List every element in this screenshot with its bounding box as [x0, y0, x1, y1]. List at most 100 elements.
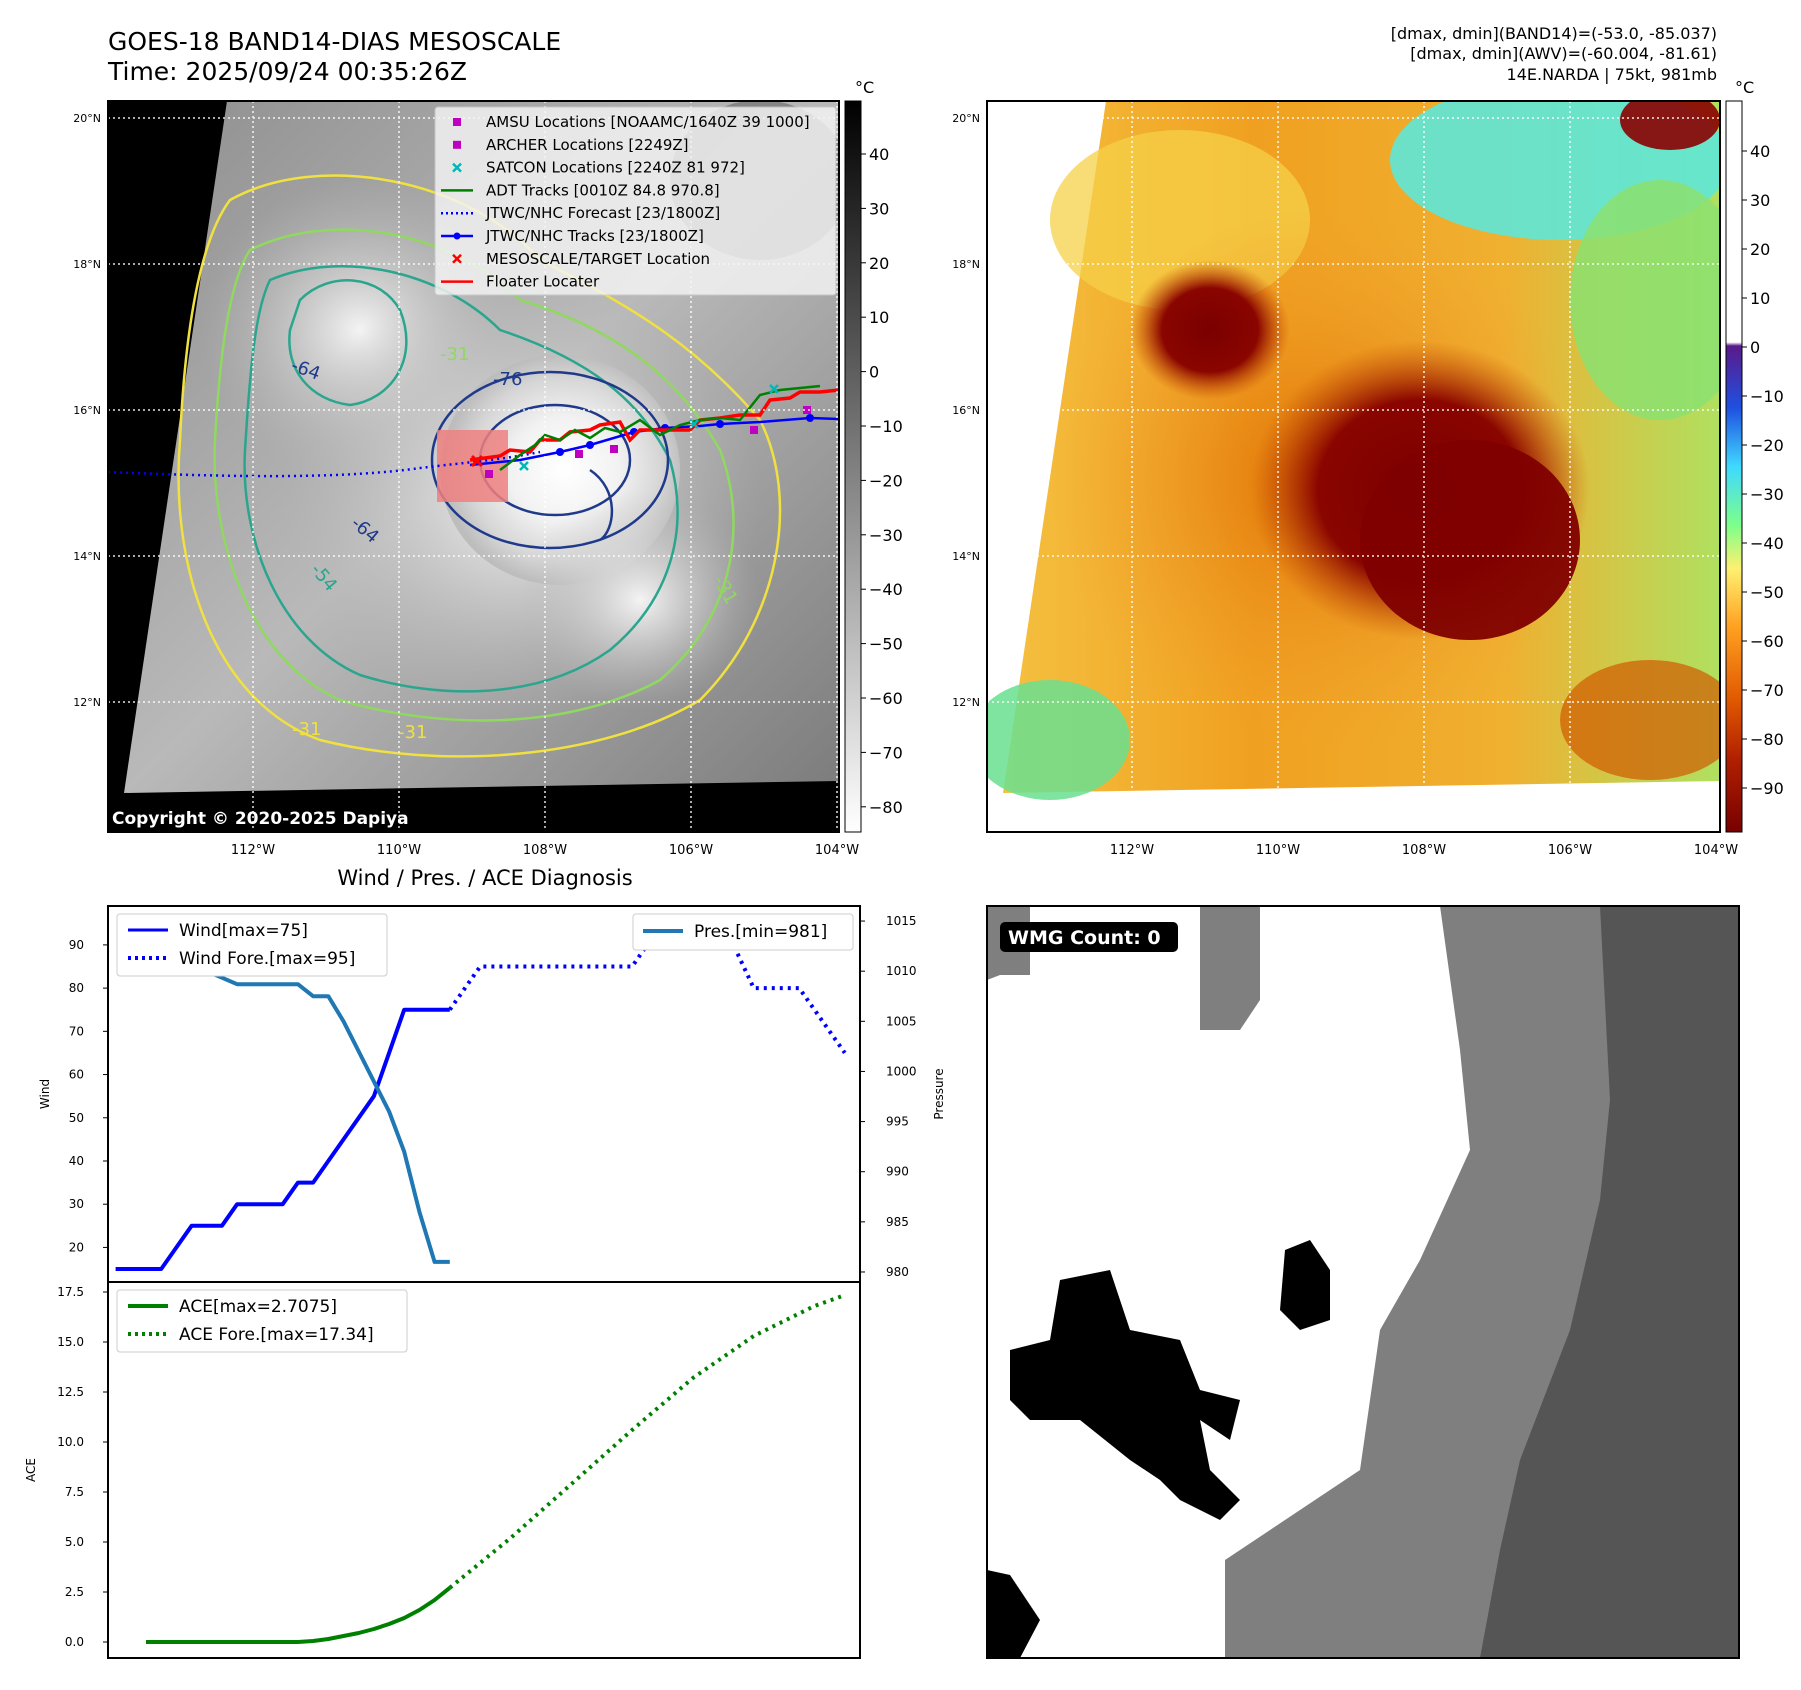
awv-warm-southeast	[1560, 660, 1720, 780]
awv-cb-tick-label: −60	[1750, 632, 1784, 651]
ir-lat-label: 20°N	[73, 112, 101, 125]
wind-y-tick-label: 60	[69, 1068, 84, 1082]
pressure-y-tick-label: 1005	[886, 1014, 917, 1028]
ace-plot-area	[146, 1293, 846, 1644]
ir-lon-label: 106°W	[669, 843, 713, 858]
pressure-y-tick-label: 995	[886, 1115, 909, 1129]
legend-5-dot-icon	[453, 232, 461, 240]
storm-info: 14E.NARDA | 75kt, 981mb	[1507, 65, 1717, 84]
pressure-y-tick-label: 980	[886, 1265, 909, 1279]
awv-colorbar-ramp	[1725, 100, 1743, 833]
awv-lat-label: 18°N	[952, 258, 980, 271]
legend-ace-forecast-label: ACE Fore.[max=17.34]	[179, 1325, 374, 1345]
ace-y-tick-label: 5.0	[65, 1535, 84, 1549]
awv-cb-tick-label: 30	[1750, 191, 1770, 210]
wind-y-tick-label: 30	[69, 1197, 84, 1211]
ir-cb-tick-label: −50	[869, 635, 903, 654]
legend-pressure-label: Pres.[min=981]	[694, 922, 827, 942]
contour-label-31c: -31	[398, 722, 427, 743]
legend-6-x-icon	[452, 253, 462, 264]
wind-y-tick-label: 80	[69, 981, 84, 995]
legend-0-square-icon	[453, 118, 461, 126]
awv-cb-tick-label: −40	[1750, 534, 1784, 553]
awv-green-southwest	[987, 680, 1130, 800]
awv-cb-tick-label: −80	[1750, 730, 1784, 749]
legend-4-label: JTWC/NHC Forecast [23/1800Z]	[485, 204, 720, 222]
ace-y-tick-label: 15.0	[57, 1335, 84, 1349]
ace-legend: ACE[max=2.7075] ACE Fore.[max=17.34]	[116, 1289, 408, 1353]
awv-range: [dmax, dmin](AWV)=(-60.004, -81.61)	[1410, 44, 1717, 63]
pressure-axis-label: Pressure	[932, 1068, 946, 1119]
ace-y-tick-label: 0.0	[65, 1635, 84, 1649]
ir-lon-label: 104°W	[815, 843, 859, 858]
awv-green-east	[1570, 180, 1720, 420]
awv-panel	[986, 100, 1721, 833]
wind-legend: Wind[max=75] Wind Fore.[max=95]	[116, 913, 388, 977]
contour-navy-band	[589, 468, 614, 542]
wind-y-tick-label: 40	[69, 1154, 84, 1168]
legend-3-label: ADT Tracks [0010Z 84.8 970.8]	[486, 181, 720, 199]
legend-6-label: MESOSCALE/TARGET Location	[486, 250, 710, 268]
figure-title: GOES-18 BAND14-DIAS MESOSCALE	[108, 27, 561, 56]
ir-colorbar-ticks: 40 30 20 10 0 −10 −20 −30 −40 −50 −60 −70 −80	[861, 145, 903, 817]
awv-gridlines	[987, 101, 1720, 832]
legend-0-label: AMSU Locations [NOAAMC/1640Z 39 1000]	[486, 113, 810, 131]
band14-range: [dmax, dmin](BAND14)=(-53.0, -85.037)	[1391, 24, 1717, 43]
wind-y-ticks: 20 30 40 50 60 70 80 90	[69, 938, 108, 1254]
ir-cb-tick-label: −40	[869, 580, 903, 599]
wmg-gray-blob	[1200, 906, 1260, 1030]
contour-navy-outer	[430, 370, 670, 550]
pressure-y-ticks: 980 985 990 995 1000 1005 1010 1015	[860, 914, 917, 1279]
ir-colorbar-ramp	[844, 100, 862, 833]
contour-label-31b: -31	[292, 719, 321, 740]
awv-cb-tick-label: −50	[1750, 583, 1784, 602]
ace-series-1-line	[448, 1293, 846, 1590]
wmg-black-corner	[987, 1570, 1040, 1658]
wmg-badge-text: WMG Count: 0	[1008, 927, 1161, 949]
legend-5-label: JTWC/NHC Tracks [23/1800Z]	[485, 227, 704, 245]
ir-colorbar-unit: °C	[855, 78, 874, 97]
awv-frame	[986, 100, 1721, 833]
ir-cb-tick-label: −30	[869, 526, 903, 545]
pressure-y-tick-label: 1010	[886, 964, 917, 978]
ir-legend: AMSU Locations [NOAAMC/1640Z 39 1000] ARC…	[434, 106, 837, 296]
contour-teal	[243, 265, 679, 693]
archer-points	[485, 406, 811, 478]
awv-cb-tick-label: 0	[1750, 338, 1760, 357]
ir-cb-tick-label: 20	[869, 254, 889, 273]
contour-label-76: -76	[493, 369, 522, 390]
wmg-badge	[1000, 922, 1178, 952]
awv-colorbar-ticks: 40 30 20 10 0 −10 −20 −30 −40 −50 −60 −70 −80 −90	[1742, 142, 1784, 798]
ace-y-tick-label: 17.5	[57, 1285, 84, 1299]
legend-7-label: Floater Locater	[486, 273, 600, 291]
legend-wind-label: Wind[max=75]	[179, 921, 308, 941]
ir-lat-label: 14°N	[73, 550, 101, 563]
wmg-gray-patch	[1440, 1330, 1500, 1430]
pressure-y-tick-label: 985	[886, 1215, 909, 1229]
awv-lon-label: 106°W	[1548, 843, 1592, 858]
mesoscale-target-marker	[470, 454, 484, 468]
awv-cb-tick-label: −90	[1750, 779, 1784, 798]
awv-dry-nw	[1130, 260, 1290, 400]
ir-cb-tick-label: −70	[869, 743, 903, 762]
wmg-black-patch	[1280, 1240, 1330, 1330]
awv-dry-northeast	[1620, 101, 1720, 150]
awv-cb-tick-label: −10	[1750, 387, 1784, 406]
awv-cb-tick-label: −20	[1750, 436, 1784, 455]
ir-lon-label: 110°W	[377, 843, 421, 858]
ace-y-ticks: 0.0 2.5 5.0 7.5 10.0 12.5 15.0 17.5	[57, 1285, 108, 1649]
pressure-y-tick-label: 1000	[886, 1064, 917, 1078]
ir-cb-tick-label: −20	[869, 471, 903, 490]
awv-cb-tick-label: 40	[1750, 142, 1770, 161]
contour-teal-nw	[288, 279, 408, 407]
legend-2-x-icon	[452, 162, 462, 173]
awv-cb-tick-label: −70	[1750, 681, 1784, 700]
legend-wind-forecast-label: Wind Fore.[max=95]	[179, 949, 355, 969]
awv-cb-tick-label: 20	[1750, 240, 1770, 259]
pressure-legend: Pres.[min=981]	[632, 913, 854, 951]
ir-lat-label: 12°N	[73, 696, 101, 709]
wind-y-tick-label: 70	[69, 1024, 84, 1038]
ace-y-tick-label: 10.0	[57, 1435, 84, 1449]
ace-axis-label: ACE	[24, 1458, 38, 1482]
awv-lon-label: 104°W	[1694, 843, 1738, 858]
